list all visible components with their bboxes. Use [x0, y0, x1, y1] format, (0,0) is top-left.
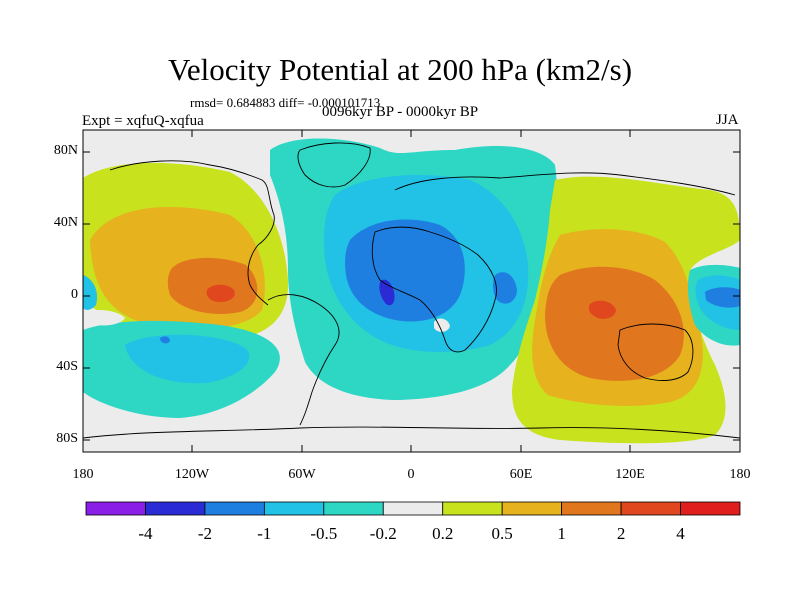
colorbar-box [680, 501, 741, 516]
colorbar-box [501, 501, 563, 516]
colorbar-box [263, 501, 325, 516]
colorbar-label: -0.2 [369, 524, 397, 543]
colorbar-label: -0.5 [310, 524, 338, 543]
x-label-120w: 120W [174, 467, 210, 482]
eurasia-coast [394, 172, 736, 196]
west-pacific-blue-spot [160, 336, 170, 344]
greenland-coast [297, 142, 371, 188]
colorbar-label: 2 [616, 524, 626, 543]
x-label-60e: 60E [509, 467, 533, 482]
season-label: JJA [716, 112, 739, 128]
south-america-coast [267, 294, 340, 426]
experiment-label: Expt = xqfuQ-xqfua [82, 113, 204, 129]
y-label-80s: 80S [56, 431, 78, 446]
y-label-40s: 40S [56, 359, 78, 374]
x-label-180w: 180 [72, 467, 94, 482]
y-label-80n: 80N [53, 143, 78, 158]
pacific-red-region [206, 284, 235, 302]
x-label-180e: 180 [729, 467, 751, 482]
y-ticks [83, 151, 740, 441]
page-title: Velocity Potential at 200 hPa (km2/s) [167, 52, 633, 87]
africa-blue-region [345, 219, 465, 322]
pacific-orange-region [167, 257, 258, 315]
arabia-blue-spot [492, 272, 517, 304]
colorbar-label: 0.2 [432, 524, 454, 543]
colorbar-box [620, 501, 681, 516]
colorbar [85, 501, 741, 516]
colorbar-label: 4 [676, 524, 685, 543]
colorbar-box [561, 501, 622, 516]
x-label-120e: 120E [615, 467, 645, 482]
colorbar-label: 0.5 [491, 524, 513, 543]
africa-coast [371, 226, 497, 353]
south-atlantic-neutral-spot [434, 318, 450, 332]
y-label-0: 0 [71, 287, 78, 302]
period-label: 0096kyr BP - 0000kyr BP [322, 104, 479, 120]
rmsd-diff-stats: rmsd= 0.684883 diff= -0.000101713 [190, 95, 381, 110]
colorbar-label: 1 [557, 524, 566, 543]
colorbar-box [85, 501, 146, 516]
x-label-0: 0 [407, 467, 415, 482]
contour-field [83, 130, 740, 452]
coastlines [83, 142, 740, 439]
colorbar-box [323, 501, 384, 516]
colorbar-label: -4 [138, 524, 153, 543]
maritime-orange-region [545, 266, 684, 381]
colorbar-box [382, 501, 444, 516]
west-edge-sky-region [83, 275, 98, 310]
x-label-60w: 60W [288, 467, 316, 482]
australia-coast [617, 323, 694, 381]
antarctica-coast [83, 426, 740, 439]
colorbar-label: -2 [197, 524, 212, 543]
y-label-40n: 40N [53, 215, 78, 230]
x-ticks [191, 130, 631, 452]
colorbar-label: -1 [257, 524, 272, 543]
north-america-coast [109, 160, 275, 306]
maritime-red-spot [588, 300, 616, 319]
dateline-blue-region [705, 287, 740, 308]
central-pacific-neutral-hole [86, 310, 125, 326]
colorbar-box [145, 501, 206, 516]
colorbar-box [442, 501, 503, 516]
colorbar-box [204, 501, 265, 516]
west-pacific-sky-region [125, 334, 250, 384]
